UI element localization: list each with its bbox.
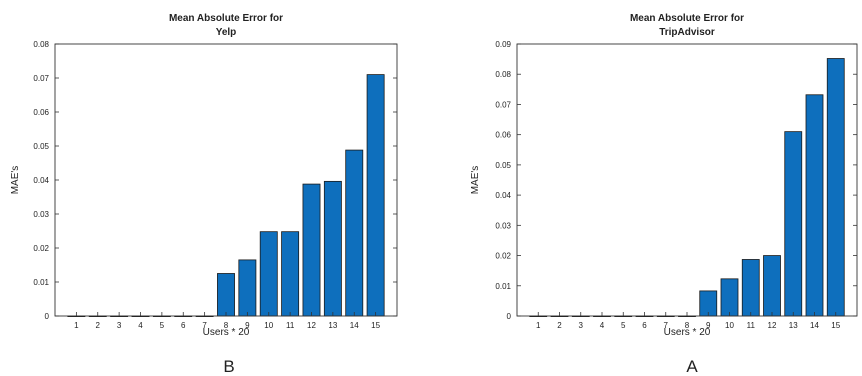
bar [217,273,235,317]
y-tick-label: 0.04 [33,176,49,185]
chart-tripadvisor: Mean Absolute Error for TripAdvisor 0 0.01 0… [470,13,858,376]
y-axis-label: MAE's [470,166,481,195]
x-tick-label: 9 [245,321,250,330]
bar [720,278,739,317]
bar [784,131,803,317]
panel-label: B [223,357,234,376]
y-tick-label: 0.08 [33,40,49,49]
x-tick-label: 5 [160,321,165,330]
y-tick-label: 0.05 [495,161,511,170]
x-tick-label: 8 [685,321,690,330]
y-tick-label: 0.07 [495,100,511,109]
chart-title-line: Yelp [216,27,237,38]
x-tick-label: 4 [138,321,143,330]
x-tick-label: 11 [286,321,295,330]
x-tick-label: 13 [328,321,337,330]
x-tick-label: 10 [264,321,273,330]
x-tick-label: 14 [350,321,359,330]
y-tick-label: 0.01 [33,278,49,287]
bar [323,180,342,317]
bar [741,259,760,317]
x-tick-label: 2 [557,321,562,330]
bar [805,94,824,317]
bar [763,255,781,317]
chart-title-line: Mean Absolute Error for [169,13,283,24]
bar [302,183,321,317]
y-tick-label: 0.09 [495,40,511,49]
y-tick-label: 0.01 [495,282,511,291]
panel-label: A [686,357,698,376]
x-tick-label: 15 [371,321,380,330]
x-axis-label: Users * 20 [203,327,250,338]
bar [281,231,300,317]
y-tick-label: 0.06 [33,108,49,117]
x-tick-label: 10 [725,321,734,330]
x-tick-label: 11 [747,321,756,330]
y-tick-label: 0.02 [495,252,511,261]
x-tick-label: 5 [621,321,626,330]
x-tick-label: 3 [579,321,584,330]
x-tick-label: 1 [74,321,79,330]
x-tick-label: 2 [96,321,101,330]
y-tick-label: 0 [45,312,50,321]
x-tick-label: 9 [706,321,711,330]
x-tick-label: 3 [117,321,122,330]
x-tick-label: 12 [307,321,316,330]
x-tick-label: 12 [768,321,777,330]
y-tick-label: 0.08 [495,70,511,79]
bar [238,259,257,317]
bar [259,231,278,317]
x-tick-label: 4 [600,321,605,330]
y-tick-label: 0.06 [495,131,511,140]
x-tick-label: 13 [789,321,798,330]
y-tick-label: 0.07 [33,74,49,83]
x-tick-label: 1 [536,321,541,330]
x-tick-label: 7 [202,321,207,330]
chart-yelp: Mean Absolute Error for Yelp 0 0.01 0.02 0.03… [10,13,398,376]
x-tick-label: 7 [664,321,669,330]
y-axis-label: MAE's [10,166,21,195]
bar [366,74,385,317]
x-axis-label: Users * 20 [664,327,711,338]
y-tick-label: 0.04 [495,191,511,200]
x-tick-label: 14 [810,321,819,330]
x-tick-label: 15 [831,321,840,330]
bar [826,58,845,317]
y-tick-label: 0.03 [33,210,49,219]
chart-title-line: Mean Absolute Error for [630,13,744,24]
y-tick-label: 0.02 [33,244,49,253]
y-tick-label: 0 [507,312,512,321]
y-tick-label: 0.03 [495,221,511,230]
chart-title-line: TripAdvisor [659,27,715,38]
y-tick-label: 0.05 [33,142,49,151]
x-tick-label: 6 [642,321,647,330]
bar [345,149,364,317]
x-tick-label: 6 [181,321,186,330]
x-tick-label: 8 [224,321,229,330]
